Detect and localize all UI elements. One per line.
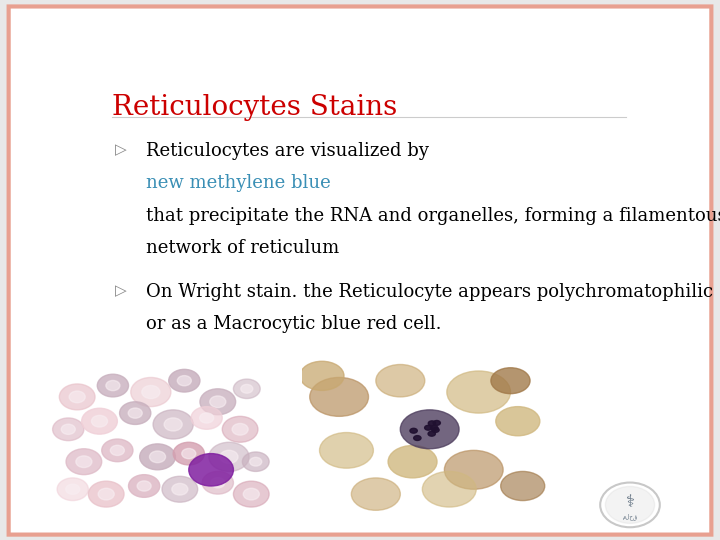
Circle shape [351,478,400,510]
Circle shape [428,421,436,426]
Circle shape [142,386,160,399]
Circle shape [89,481,124,507]
Circle shape [97,374,129,397]
Circle shape [120,402,151,424]
Circle shape [81,408,117,434]
Circle shape [425,426,432,430]
Circle shape [500,471,545,501]
Circle shape [53,418,84,441]
Text: new methylene blue: new methylene blue [145,174,330,192]
Circle shape [110,446,125,455]
Circle shape [240,384,253,393]
Circle shape [66,449,102,475]
Circle shape [376,364,425,397]
Circle shape [177,376,192,386]
Circle shape [137,481,151,491]
Circle shape [189,454,233,486]
Circle shape [140,444,176,470]
Circle shape [222,416,258,442]
Circle shape [232,423,248,435]
Text: ▷: ▷ [115,282,127,298]
Text: On Wright stain. the Reticulocyte appears polychromatophilic: On Wright stain. the Reticulocyte appear… [145,282,713,301]
Text: Reticulocytes Stains: Reticulocytes Stains [112,94,397,121]
Circle shape [431,426,438,430]
Circle shape [211,478,225,488]
Text: network of reticulum: network of reticulum [145,239,339,257]
Circle shape [106,381,120,390]
Circle shape [76,456,92,468]
Text: ⚕: ⚕ [626,494,634,511]
Circle shape [57,478,89,501]
Circle shape [66,484,80,494]
Text: that precipitate the RNA and organelles, forming a filamentous: that precipitate the RNA and organelles,… [145,207,720,225]
Text: ملحق: ملحق [622,514,638,521]
Circle shape [423,471,476,507]
Circle shape [181,449,196,458]
Circle shape [210,396,226,408]
Text: ▷: ▷ [115,141,127,157]
Circle shape [59,384,95,410]
Circle shape [69,391,85,403]
Circle shape [98,488,114,500]
Circle shape [91,415,107,427]
Circle shape [174,442,204,465]
Circle shape [300,361,344,390]
Circle shape [199,413,214,423]
Circle shape [414,436,421,441]
Circle shape [168,369,200,392]
Circle shape [233,481,269,507]
Circle shape [243,488,259,500]
Circle shape [200,389,235,415]
Circle shape [432,428,439,433]
Circle shape [320,433,374,468]
Circle shape [131,377,171,407]
Circle shape [128,408,143,418]
Circle shape [102,439,133,462]
Circle shape [447,371,510,413]
Circle shape [444,450,503,489]
Circle shape [433,421,441,426]
Circle shape [202,471,233,494]
Text: Reticulocytes are visualized by: Reticulocytes are visualized by [145,141,434,160]
Circle shape [220,450,238,463]
Circle shape [491,368,530,394]
Circle shape [150,451,166,463]
Circle shape [400,410,459,449]
Circle shape [162,476,198,502]
Circle shape [606,487,654,523]
Circle shape [243,452,269,471]
Circle shape [428,431,436,436]
Circle shape [310,377,369,416]
Circle shape [209,442,249,471]
Circle shape [388,446,437,478]
Circle shape [164,418,182,431]
Text: or as a Macrocytic blue red cell.: or as a Macrocytic blue red cell. [145,315,441,333]
Circle shape [233,379,260,399]
Circle shape [496,407,540,436]
Circle shape [153,410,193,439]
Circle shape [129,475,160,497]
Circle shape [410,428,418,433]
Circle shape [61,424,76,434]
Circle shape [172,483,188,495]
Circle shape [250,457,262,466]
Circle shape [191,407,222,429]
